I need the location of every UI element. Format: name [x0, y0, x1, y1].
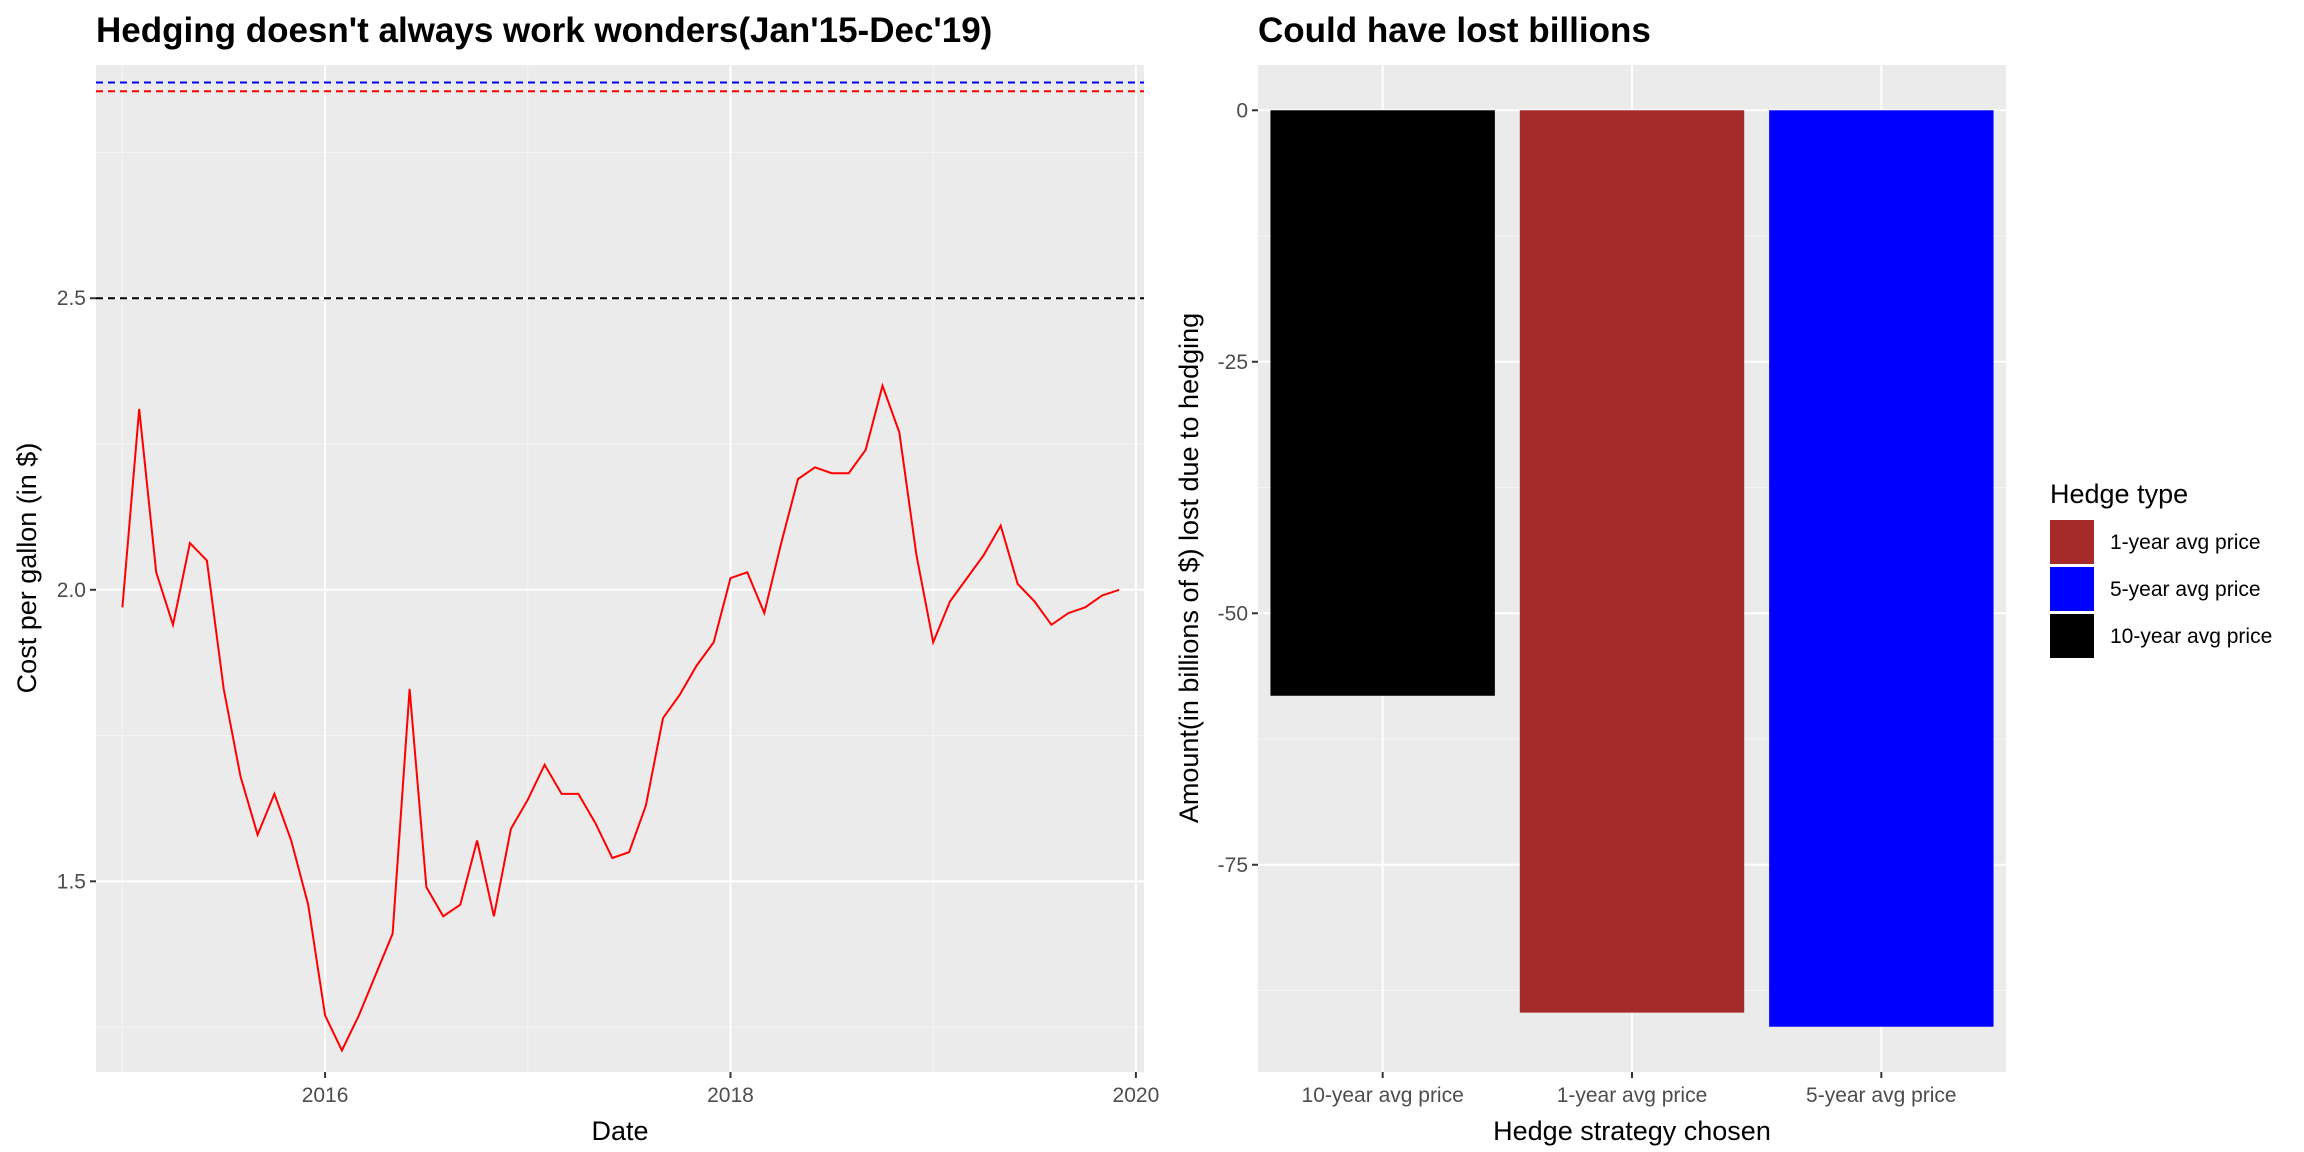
bar-chart-y-axis: 0 -25 -50 -75 — [1218, 99, 1258, 877]
bar-chart-bars — [1270, 110, 1994, 1027]
x-tick-label: 10-year avg price — [1302, 1084, 1464, 1107]
legend-swatch-3 — [2050, 614, 2094, 658]
x-tick-label: 2018 — [707, 1084, 754, 1107]
line-chart-reference-lines — [96, 81, 1144, 300]
legend-label-1: 1-year avg price — [2110, 531, 2261, 554]
y-tick-label: 0 — [1236, 99, 1248, 122]
line-chart-y-axis-title: Cost per gallon (in $) — [12, 443, 42, 694]
legend-title: Hedge type — [2050, 479, 2188, 509]
legend-items: 1-year avg price 5-year avg price 10-year … — [2050, 520, 2272, 658]
x-tick-label: 2016 — [302, 1084, 349, 1107]
line-chart-grid — [96, 65, 1144, 1072]
y-tick-label: 1.5 — [57, 870, 86, 893]
line-chart-y-axis: 1.5 2.0 2.5 — [57, 287, 96, 893]
bar-1 — [1270, 110, 1495, 696]
y-tick-label: -25 — [1218, 351, 1248, 374]
x-tick-label: 2020 — [1113, 1084, 1160, 1107]
legend: Hedge type 1-year avg price 5-year avg pr… — [2050, 479, 2272, 658]
bar-chart-x-axis-title: Hedge strategy chosen — [1493, 1116, 1771, 1146]
bar-2 — [1519, 110, 1745, 1013]
bar-chart-title: Could have lost billions — [1258, 11, 1651, 50]
line-series-cost-per-gallon — [121, 382, 1120, 1053]
line-chart-title: Hedging doesn't always work wonders(Jan'… — [96, 11, 992, 50]
line-chart-panel — [96, 65, 1144, 1072]
bar-chart-x-axis: 10-year avg price 1-year avg price 5-year … — [1302, 1072, 1957, 1107]
legend-swatch-1 — [2050, 520, 2094, 564]
bar-chart: Could have lost billions 0 -25 -50 -75 10-y… — [1174, 11, 2006, 1146]
legend-label-2: 5-year avg price — [2110, 578, 2261, 601]
line-chart: Hedging doesn't always work wonders(Jan'… — [12, 11, 1159, 1146]
y-tick-label: 2.5 — [57, 287, 86, 310]
y-tick-label: -50 — [1218, 602, 1248, 625]
bar-chart-y-axis-title: Amount(in billions of $) lost due to hed… — [1174, 313, 1204, 823]
legend-label-3: 10-year avg price — [2110, 625, 2272, 648]
x-tick-label: 1-year avg price — [1557, 1084, 1708, 1107]
x-tick-label: 5-year avg price — [1806, 1084, 1957, 1107]
line-chart-x-axis: 2016 2018 2020 — [302, 1072, 1160, 1107]
line-chart-x-axis-title: Date — [591, 1116, 648, 1146]
legend-swatch-2 — [2050, 567, 2094, 611]
y-tick-label: -75 — [1218, 854, 1248, 877]
y-tick-label: 2.0 — [57, 579, 86, 602]
bar-3 — [1769, 110, 1994, 1027]
